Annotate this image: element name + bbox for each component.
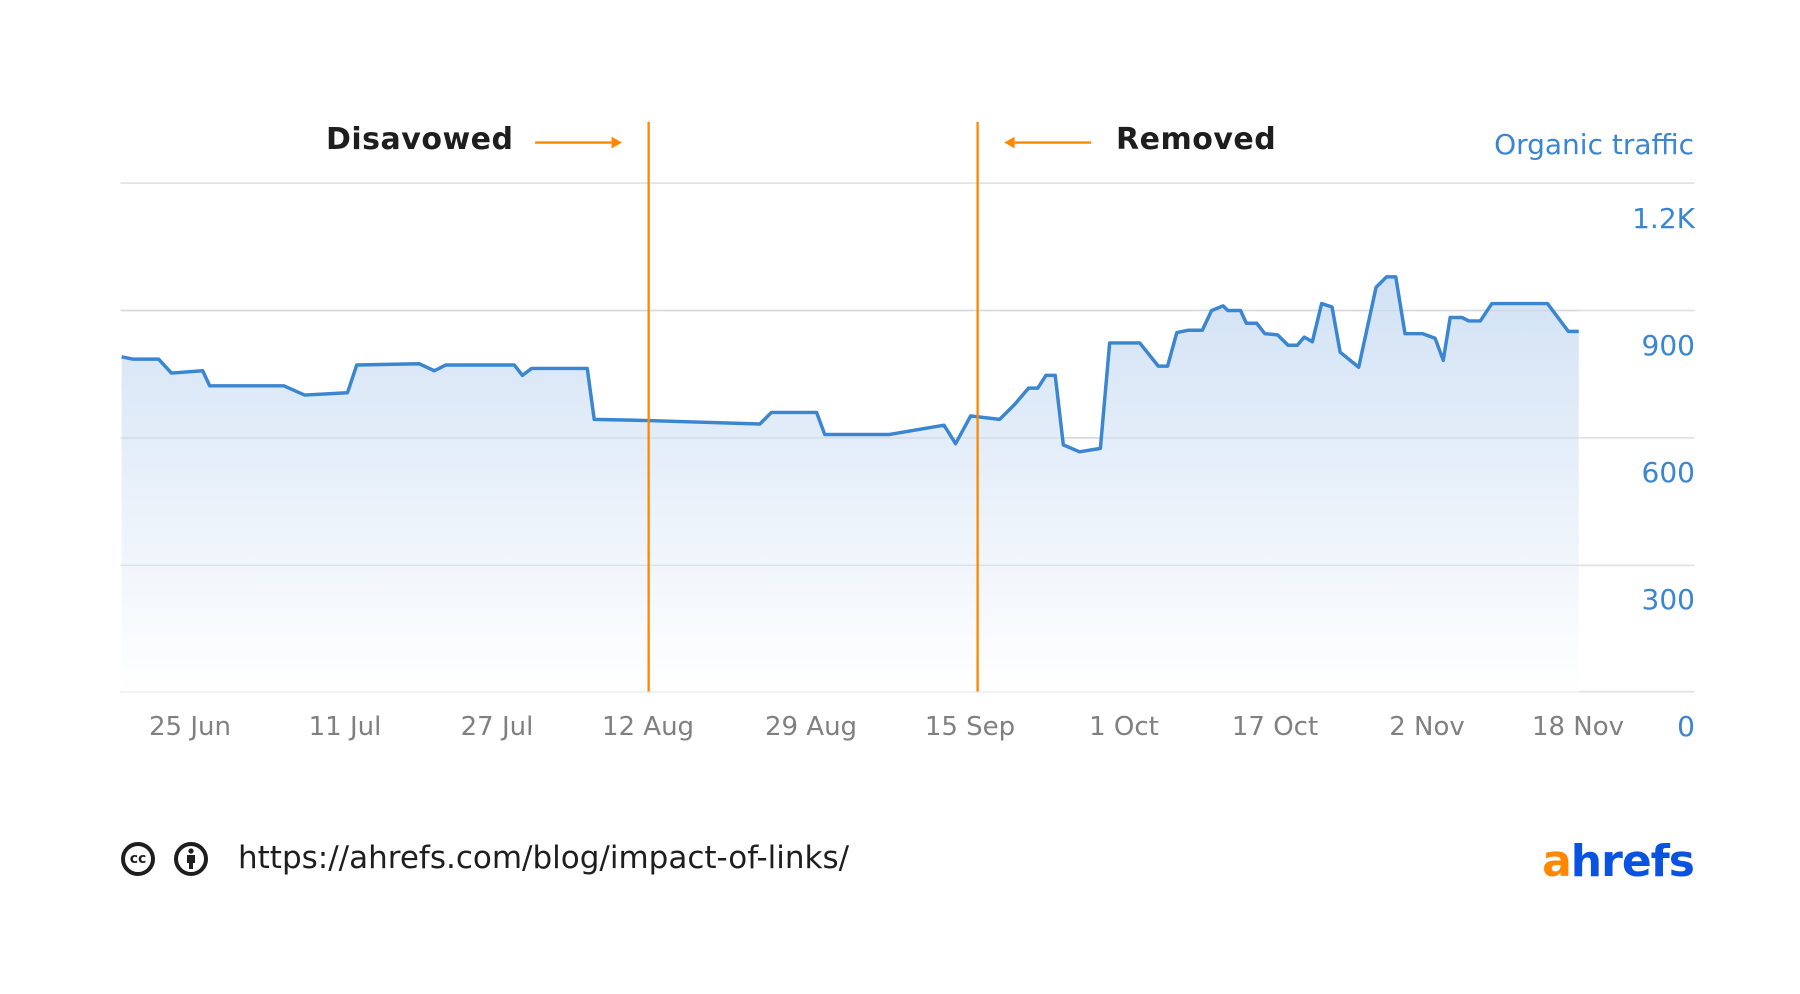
ahrefs-logo: ahrefs [1542,836,1695,887]
x-tick: 25 Jun [149,712,231,742]
x-tick: 27 Jul [460,712,534,742]
disavowed-label: Disavowed [326,122,514,157]
y-tick-300: 300 [1641,583,1695,616]
y-tick-0: 0 [1677,710,1695,743]
x-tick: 2 Nov [1389,712,1465,742]
traffic-line [121,275,1579,454]
traffic-area [121,276,1579,692]
source-url-link[interactable]: https://ahrefs.com/blog/impact-of-links/ [238,840,850,876]
x-tick: 11 Jul [308,712,382,742]
arrow-right-icon [535,136,623,149]
x-tick: 1 Oct [1089,712,1159,742]
x-tick: 29 Aug [764,712,858,742]
removed-label: Removed [1116,122,1277,157]
attribution-icon [174,842,208,876]
legend-organic-traffic: Organic traffic [1494,128,1694,161]
x-tick: 17 Oct [1231,712,1319,742]
arrow-left-icon [1004,136,1092,149]
y-tick-600: 600 [1641,456,1695,489]
y-tick-1200: 1.2K [1632,202,1695,235]
x-tick: 18 Nov [1531,712,1625,742]
creative-commons-icon: cc [121,842,155,876]
x-tick: 15 Sep [924,712,1016,742]
y-tick-900: 900 [1641,329,1695,362]
x-tick: 12 Aug [601,712,695,742]
